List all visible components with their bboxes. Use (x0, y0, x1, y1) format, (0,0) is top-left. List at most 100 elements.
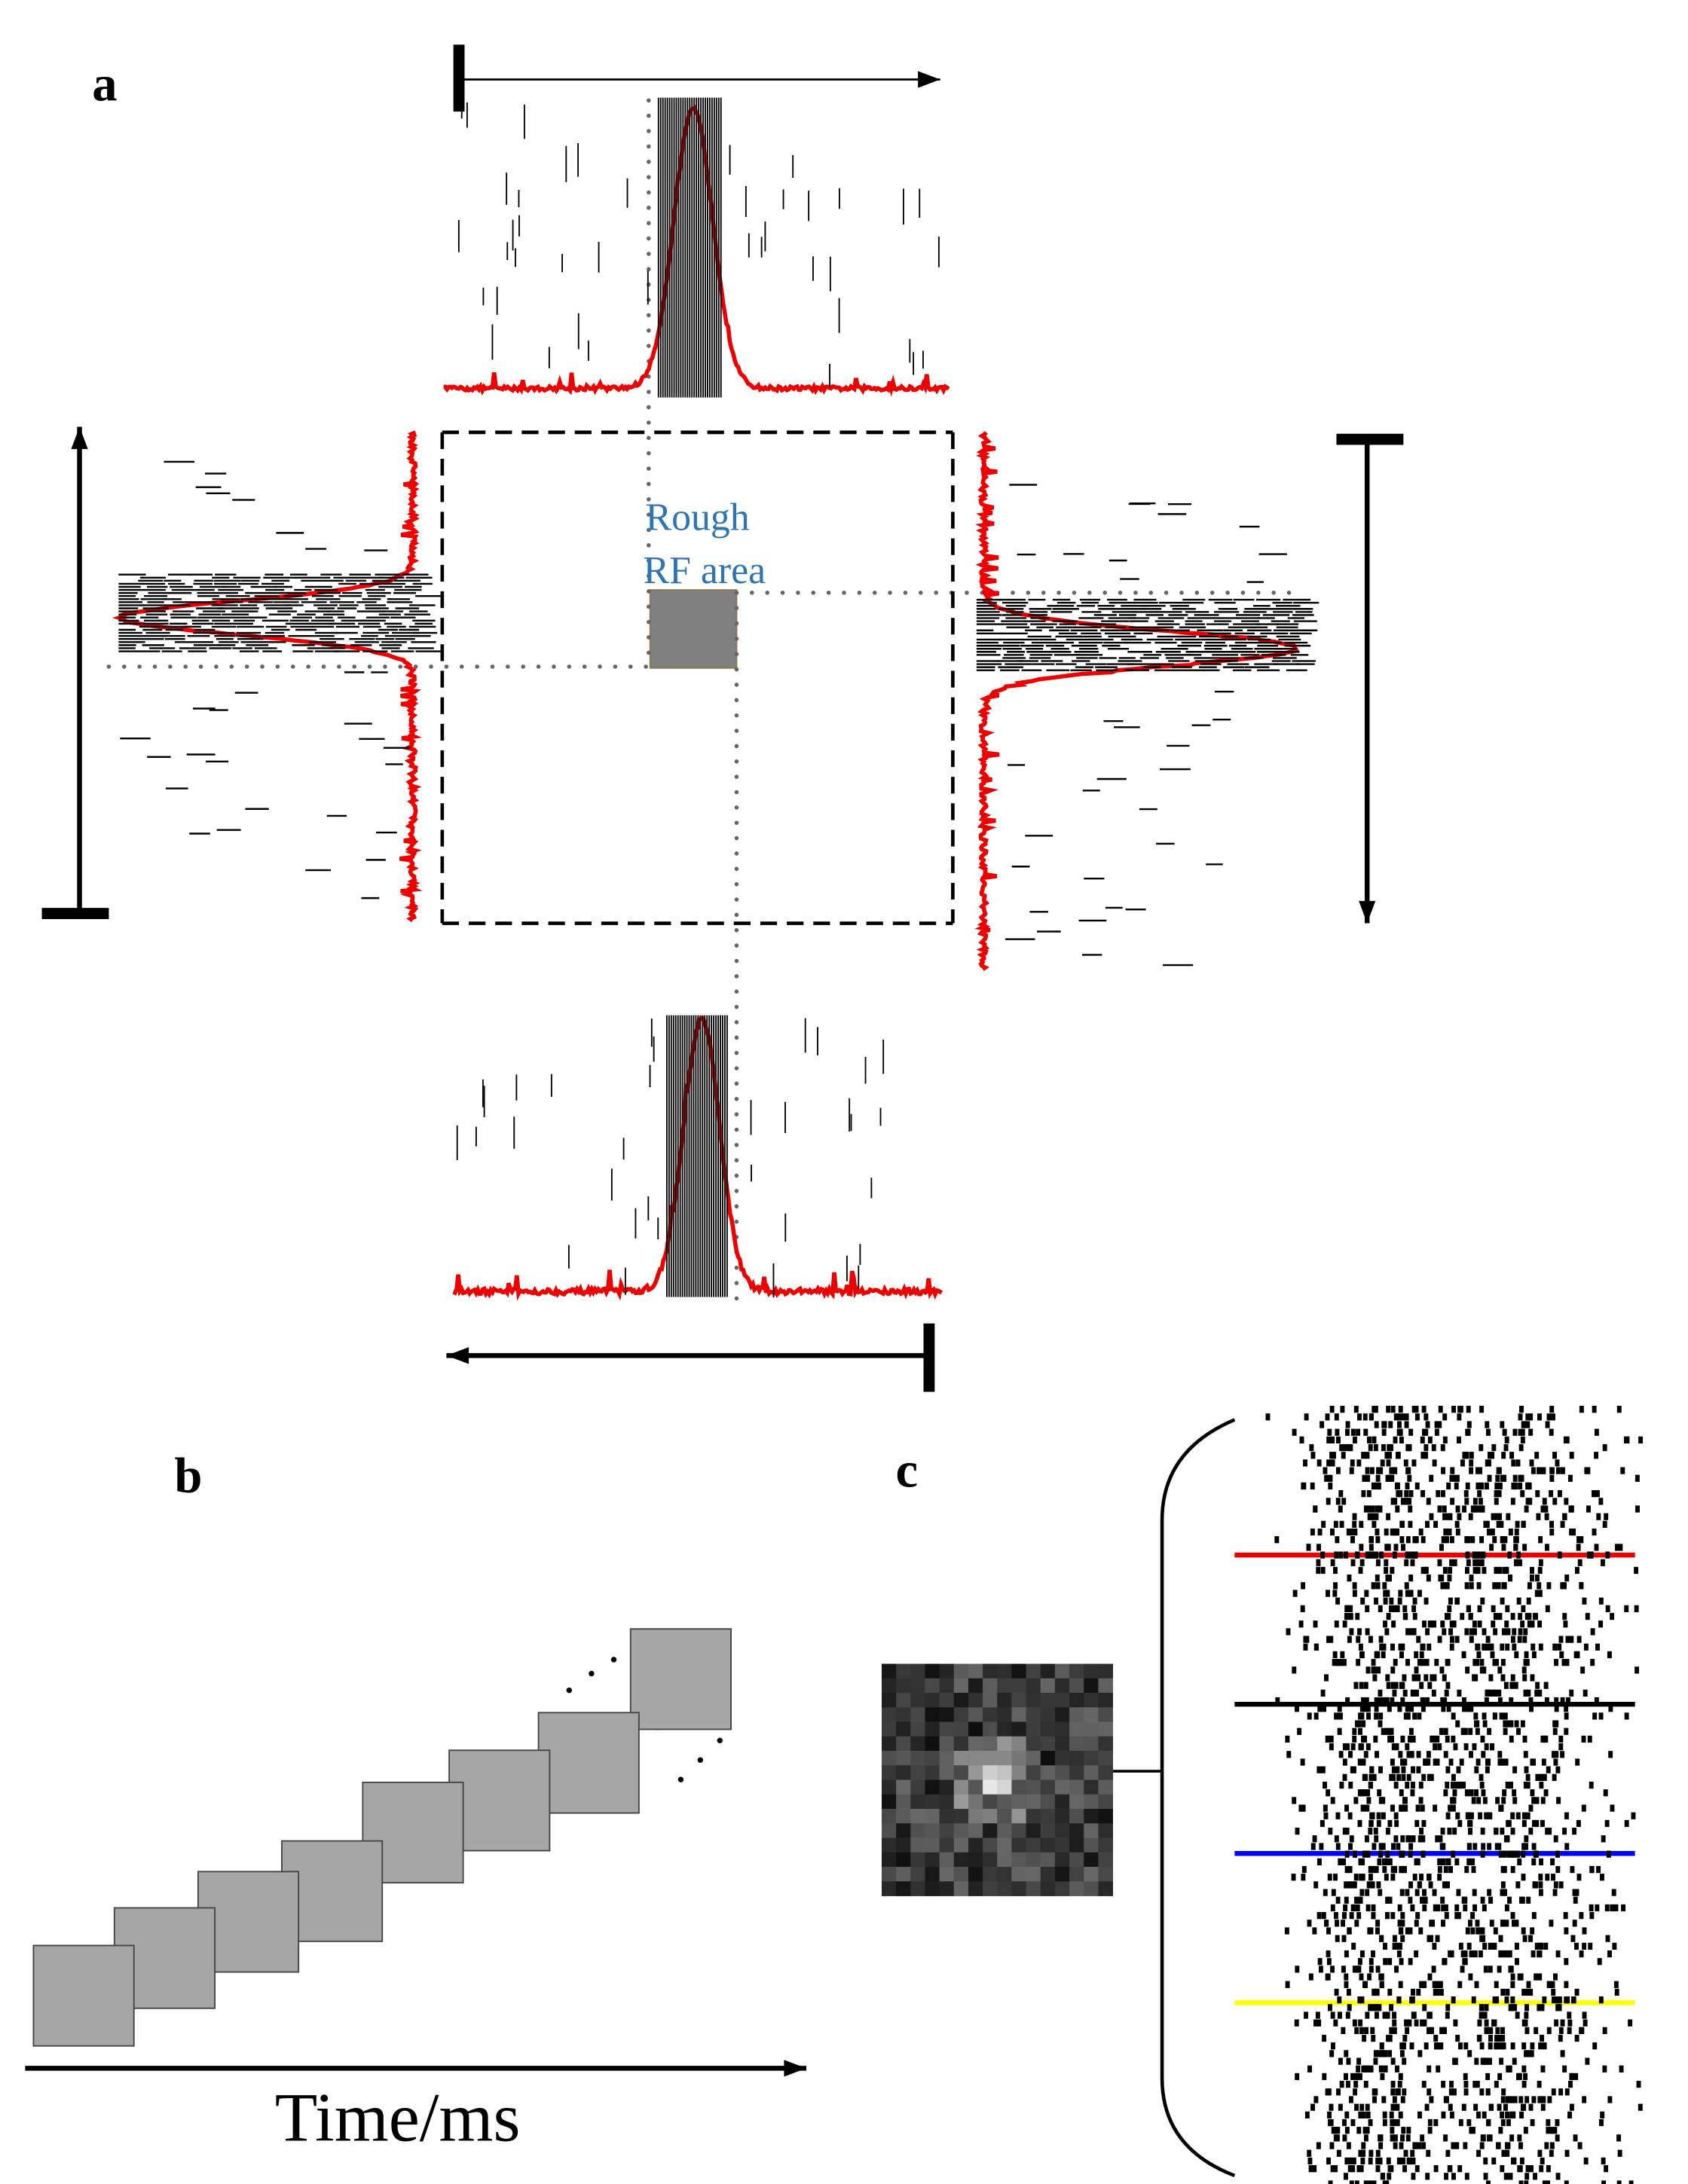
spike (1433, 2034, 1439, 2042)
spike (1347, 1575, 1352, 1582)
spike (1542, 2180, 1547, 2184)
spike (1390, 1912, 1396, 1920)
spike (1513, 1559, 1518, 1566)
spike (1398, 2111, 1403, 2118)
spike (1350, 1904, 1356, 1912)
spike (1391, 1743, 1396, 1751)
spike (1323, 1781, 1328, 1789)
spike (1521, 1850, 1526, 1858)
spike (1437, 1874, 1442, 1881)
spike (1512, 1797, 1518, 1804)
spike (1505, 1643, 1510, 1651)
spike (1360, 1597, 1365, 1605)
spike (1567, 2081, 1573, 2088)
spike (1598, 1597, 1604, 1605)
spike (1574, 2034, 1579, 2042)
spike (1471, 1865, 1476, 1874)
spike (1475, 1927, 1481, 1935)
ellipsis-dot (589, 1670, 595, 1677)
spike (1399, 1536, 1405, 1544)
spike (1514, 1942, 1519, 1950)
spike (1408, 1958, 1413, 1966)
spike (1378, 2157, 1383, 2165)
spike (1530, 1566, 1534, 1575)
spike (1389, 2027, 1394, 2034)
spike (1523, 2073, 1528, 2081)
spike (1300, 1605, 1305, 1613)
heatmap-cell (1084, 1779, 1099, 1795)
spike (1427, 1436, 1433, 1444)
heatmap-cell (968, 1663, 983, 1679)
heatmap-cell (997, 1809, 1012, 1824)
spike (1503, 2103, 1508, 2111)
spike (1375, 2165, 1381, 2173)
spike (1338, 1712, 1343, 1720)
spike (1492, 1996, 1497, 2004)
spike (1423, 1452, 1429, 1459)
spike (1414, 1819, 1420, 1828)
spike (1375, 1966, 1381, 1973)
spike (1439, 1988, 1444, 1996)
spike (1540, 2103, 1546, 2111)
spike (1292, 1428, 1297, 1436)
spike (1590, 1659, 1595, 1666)
spike (1515, 1812, 1521, 1819)
spike (1451, 1712, 1456, 1720)
spike (1466, 1942, 1472, 1950)
heatmap-cell (1040, 1678, 1056, 1694)
spike (1487, 1689, 1492, 1697)
spike (1333, 2019, 1338, 2027)
spike (1525, 1413, 1531, 1421)
spike (1583, 2157, 1589, 2165)
spike (1432, 1942, 1437, 1950)
spike (1393, 1659, 1398, 1666)
spike (1482, 1643, 1487, 1651)
spike (1457, 1436, 1461, 1444)
spike (1515, 1459, 1521, 1467)
spike (1462, 1505, 1467, 1513)
spike (1392, 1865, 1397, 1874)
spike (1449, 1536, 1454, 1544)
heatmap-cell (953, 1721, 969, 1737)
heatmap-cell (939, 1867, 955, 1882)
heatmap-cell (896, 1751, 911, 1766)
spike (1451, 2173, 1456, 2180)
spike (1349, 1912, 1354, 1920)
spike (1286, 1628, 1291, 1636)
spike (1509, 2111, 1515, 2118)
spike (1549, 1467, 1555, 1474)
spike (1357, 1758, 1362, 1766)
spike (1602, 1520, 1607, 1529)
spike (1396, 1843, 1401, 1850)
spike (1514, 1528, 1519, 1536)
spike (1539, 1942, 1544, 1950)
spike (1338, 1505, 1343, 1513)
ellipsis-dot (697, 1757, 704, 1763)
spike (1345, 1697, 1350, 1705)
spike (1381, 2173, 1386, 2180)
spike (1326, 1950, 1331, 1958)
spike (1463, 1490, 1469, 1498)
spike (1475, 1559, 1481, 1566)
spike (1393, 1436, 1398, 1444)
spike (1427, 1874, 1432, 1881)
spike (1338, 2011, 1342, 2019)
heatmap-cell (1084, 1837, 1099, 1853)
heatmap-cell (1098, 1794, 1114, 1810)
spike (1347, 1443, 1352, 1452)
spike (1488, 2027, 1492, 2034)
spike (1513, 1544, 1518, 1551)
spike (1326, 2157, 1331, 2165)
spike (1445, 1682, 1451, 1689)
spike (1363, 1505, 1368, 1513)
spike (1400, 1682, 1405, 1689)
spike (1512, 1766, 1518, 1773)
spike (1494, 1566, 1499, 1575)
spike (1502, 1428, 1507, 1436)
spike (1378, 2065, 1384, 2073)
heatmap-cell (968, 1837, 983, 1853)
spike (1606, 1850, 1611, 1858)
spike (1535, 1490, 1540, 1498)
heatmap-cell (1084, 1867, 1099, 1882)
heatmap-cell (1084, 1751, 1099, 1766)
